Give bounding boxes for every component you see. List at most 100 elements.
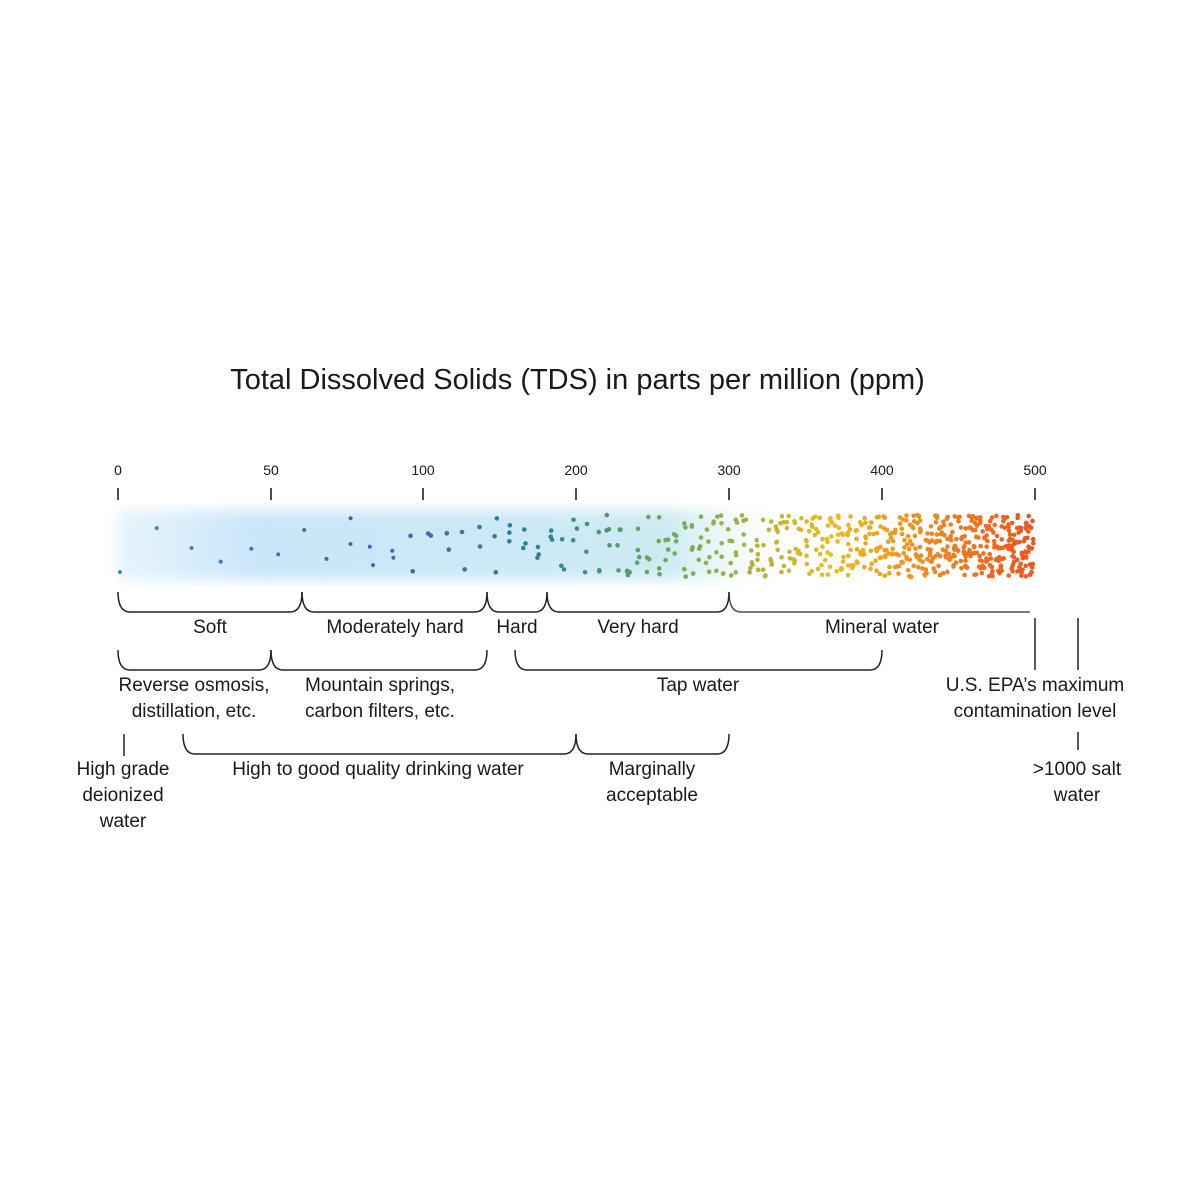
tds-particle xyxy=(615,543,620,548)
tds-particle xyxy=(733,517,738,523)
tds-particle xyxy=(991,530,996,535)
tds-particle xyxy=(946,551,952,557)
tds-particle xyxy=(367,544,372,549)
tds-particle xyxy=(774,527,779,532)
bracket-high-quality-drinking xyxy=(182,733,577,755)
tds-particle xyxy=(761,542,766,548)
tds-particle xyxy=(933,540,938,545)
tds-particle xyxy=(606,527,612,532)
tds-particle xyxy=(812,514,818,520)
tds-particle xyxy=(948,537,954,543)
tds-particle xyxy=(912,533,918,539)
tds-particle xyxy=(1018,525,1024,531)
tds-particle xyxy=(755,543,760,548)
tds-particle xyxy=(755,557,760,562)
tds-particle xyxy=(768,556,773,562)
tds-particle xyxy=(804,519,809,524)
tds-particle xyxy=(718,513,724,518)
bracket-very-hard xyxy=(546,591,730,613)
tds-particle xyxy=(869,520,874,525)
tds-particle xyxy=(904,542,910,547)
tds-particle xyxy=(974,550,980,556)
tds-particle xyxy=(561,567,567,572)
tds-particle xyxy=(890,546,895,551)
tds-particle xyxy=(897,521,903,526)
tds-particle xyxy=(846,553,851,559)
tds-particle xyxy=(885,539,891,545)
tds-particle xyxy=(972,527,978,533)
tds-particle xyxy=(913,546,918,551)
tds-particle xyxy=(980,529,985,534)
tds-particle xyxy=(739,513,745,518)
tick-label-500: 500 xyxy=(1023,462,1047,478)
tds-particle xyxy=(982,535,987,540)
tds-particle xyxy=(978,543,983,549)
tds-particle xyxy=(962,533,967,539)
tds-particle xyxy=(819,572,825,578)
tds-particle xyxy=(948,555,953,561)
tds-particle xyxy=(492,534,497,539)
tds-particle xyxy=(931,566,936,571)
tick-label-200: 200 xyxy=(564,462,588,478)
bracket-reverse-osmosis xyxy=(117,649,272,671)
tds-particle xyxy=(877,571,883,577)
tds-particle xyxy=(1015,515,1020,521)
tds-particle xyxy=(1030,518,1035,524)
tds-particle xyxy=(769,562,774,567)
tds-particle xyxy=(888,535,894,541)
tds-particle xyxy=(535,544,541,550)
tds-particle xyxy=(616,568,621,573)
tds-particle xyxy=(934,532,940,537)
label-marginally-acceptable: Marginally acceptable xyxy=(606,759,698,806)
tds-particle xyxy=(707,554,712,560)
tds-particle xyxy=(1002,525,1008,530)
tds-particle xyxy=(851,563,856,568)
tds-particle xyxy=(1011,559,1017,565)
tds-particle xyxy=(728,560,733,566)
bracket-mountain-springs xyxy=(270,649,488,671)
tds-particle xyxy=(741,542,747,548)
tds-particle xyxy=(574,526,580,531)
tds-particle xyxy=(817,551,823,557)
tds-particle xyxy=(937,526,942,531)
tds-gradient-band xyxy=(118,510,1038,580)
tds-particle xyxy=(942,533,947,538)
tds-particle xyxy=(943,548,949,554)
tds-particle xyxy=(820,536,825,542)
tds-particle xyxy=(967,550,973,556)
tds-particle xyxy=(1006,522,1011,527)
tds-particle xyxy=(896,571,901,576)
label-salt-water: >1000 salt water xyxy=(1032,759,1122,806)
tds-particle xyxy=(878,524,883,529)
tds-particle xyxy=(1001,518,1006,524)
tds-particle xyxy=(822,557,828,563)
tds-particle xyxy=(462,567,468,572)
tds-particle xyxy=(1010,569,1015,574)
tds-particle xyxy=(725,527,731,532)
tds-particle xyxy=(974,523,980,528)
tds-particle xyxy=(848,514,853,519)
tds-particle xyxy=(548,534,553,539)
tds-particle xyxy=(971,543,977,549)
tds-particle xyxy=(886,551,891,556)
tds-particle xyxy=(953,560,959,565)
tds-particle xyxy=(696,546,702,551)
tds-particle xyxy=(929,531,935,537)
tds-particle xyxy=(999,568,1005,573)
tds-particle xyxy=(689,523,695,528)
tds-particle xyxy=(958,558,964,564)
tds-particle xyxy=(976,535,981,540)
diagram-title: Total Dissolved Solids (TDS) in parts pe… xyxy=(230,364,925,396)
tds-particle xyxy=(1017,539,1022,545)
tds-particle xyxy=(683,574,688,579)
tds-particle xyxy=(989,515,995,520)
tds-particle xyxy=(863,520,868,526)
tds-particle xyxy=(978,518,983,524)
tds-particle xyxy=(930,556,936,561)
tds-particle xyxy=(988,518,993,524)
tds-particle xyxy=(714,550,719,555)
tds-particle xyxy=(784,519,790,525)
tds-particle xyxy=(832,523,838,528)
bracket-marginally-acceptable xyxy=(575,733,730,755)
tds-particle xyxy=(929,559,934,565)
